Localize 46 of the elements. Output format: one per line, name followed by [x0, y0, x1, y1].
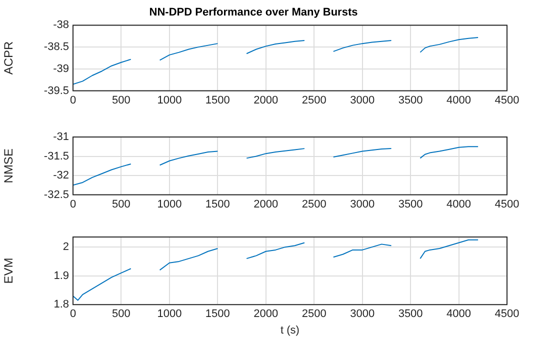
- x-tick-label: 3000: [350, 94, 375, 106]
- x-tick-label: 3500: [398, 308, 423, 320]
- y-tick-label: -38: [53, 19, 69, 32]
- chart-title: NN-DPD Performance over Many Bursts: [149, 6, 358, 19]
- x-tick-label: 0: [70, 198, 76, 210]
- x-tick-label: 500: [112, 198, 130, 210]
- x-tick-label: 2500: [302, 94, 326, 106]
- y-tick-label: -39.5: [44, 84, 69, 97]
- x-tick-label: 4000: [446, 94, 472, 106]
- y-tick-label: 1.9: [54, 270, 69, 282]
- y-tick-label: -32: [53, 170, 69, 182]
- y-tick-label: -32.5: [44, 188, 69, 201]
- x-tick-label: 4500: [494, 308, 520, 320]
- y-tick-label: -38.5: [44, 41, 69, 54]
- x-tick-label: 1500: [205, 198, 230, 210]
- x-axis-title: t (s): [280, 324, 300, 336]
- x-tick-label: 1000: [157, 198, 182, 210]
- y-tick-label: 1.8: [54, 298, 69, 311]
- x-tick-label: 4500: [494, 198, 520, 210]
- x-tick-label: 2000: [254, 308, 278, 320]
- x-tick-label: 500: [112, 308, 130, 320]
- x-tick-label: 4500: [494, 94, 520, 106]
- x-tick-label: 1000: [157, 94, 182, 106]
- x-tick-label: 2500: [302, 308, 326, 320]
- y-axis-title: ACPR: [2, 41, 16, 75]
- x-tick-label: 3000: [350, 308, 375, 320]
- y-tick-label: -39: [53, 62, 69, 75]
- x-tick-label: 500: [112, 94, 130, 106]
- x-tick-label: 3500: [398, 198, 423, 210]
- y-tick-label: -31: [53, 131, 69, 144]
- x-tick-label: 1500: [205, 94, 230, 106]
- y-tick-label: -31.5: [44, 150, 69, 162]
- y-tick-label: 2: [62, 241, 69, 254]
- x-tick-label: 1000: [157, 308, 182, 320]
- x-tick-label: 0: [70, 94, 76, 106]
- x-tick-label: 3000: [350, 198, 375, 210]
- y-axis-title: NMSE: [2, 148, 16, 184]
- x-tick-label: 4000: [446, 308, 472, 320]
- x-tick-label: 2500: [302, 198, 326, 210]
- x-tick-label: 2000: [254, 198, 278, 210]
- x-tick-label: 1500: [205, 308, 230, 320]
- x-tick-label: 0: [70, 308, 76, 320]
- x-tick-label: 4000: [446, 198, 472, 210]
- x-tick-label: 3500: [398, 94, 423, 106]
- y-axis-title: EVM: [2, 258, 16, 284]
- x-tick-label: 2000: [254, 94, 278, 106]
